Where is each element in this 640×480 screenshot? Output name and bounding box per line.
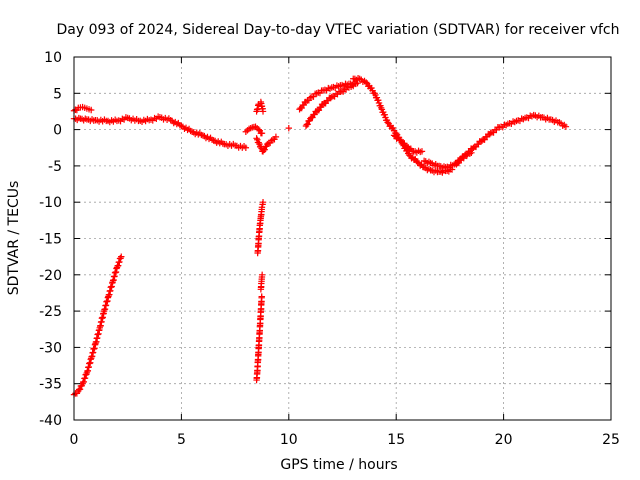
data-point [403,143,411,150]
y-tick-label: -15 [39,232,62,248]
data-point [259,108,267,115]
data-point-fill [114,262,122,269]
x-tick-label: 20 [495,432,513,448]
data-point [272,133,280,141]
x-tick-label: 5 [177,432,186,448]
series-main-track [70,113,250,151]
y-tick-label: -10 [39,195,62,211]
series-vertical-track-3 [257,271,266,293]
data-point [264,140,271,148]
data-point-fill [116,258,123,266]
y-tick-label: -5 [48,159,62,175]
y-tick-label: -40 [39,413,62,429]
series-gap-track-b [253,133,280,155]
data-point [390,132,398,139]
series-small-isolated [285,124,292,132]
data-point [255,139,262,146]
data-point-fill [458,156,465,163]
series-recovery-track-b [453,111,570,168]
series-spike-track [253,98,267,115]
data-point-fill [76,386,84,393]
data-point [255,126,262,133]
data-point [252,123,259,130]
data-point [253,135,260,142]
data-point [268,137,275,144]
data-point [384,119,391,126]
series-rising-track-b [302,82,357,130]
data-point [259,199,267,206]
data-point [405,151,413,159]
x-axis-label: GPS time / hours [280,457,397,473]
x-tick-label: 0 [70,432,79,448]
data-point-fill [81,374,89,382]
data-point-fill [455,159,462,167]
y-tick-label: -25 [39,304,62,320]
series-vertical-track-2 [253,293,265,384]
data-point-fill [425,165,433,173]
data-point-fill [310,93,317,100]
y-tick-label: -30 [39,340,62,356]
data-point [118,253,125,260]
data-point [258,271,266,278]
series-upper-short-track [70,103,95,114]
data-point [362,79,370,86]
data-point [397,137,404,144]
data-point [258,204,266,211]
data-point [87,106,95,114]
data-point [487,130,494,137]
x-tick-label: 10 [280,432,298,448]
data-point [258,130,266,137]
y-tick-label: 5 [53,86,62,102]
data-point [418,148,426,155]
data-point [562,123,570,130]
y-axis-label: SDTVAR / TECUs [6,181,22,296]
series-descending-track [350,74,456,176]
y-tick-label: 0 [53,123,62,139]
series-second-descending-track [390,132,426,156]
data-point-fill [261,146,268,153]
data-point [258,293,265,300]
data-point-fill [304,121,311,128]
data-point-fill [80,378,88,385]
chart-title: Day 093 of 2024, Sidereal Day-to-day VTE… [56,22,619,38]
y-tick-label: -35 [39,377,62,393]
y-tick-label: 10 [44,50,62,66]
x-tick-label: 25 [602,432,620,448]
series-low-rising-track [70,253,125,398]
x-tick-label: 15 [387,432,405,448]
data-point [285,124,292,132]
axis-ticks: 0 5 10 15 20 25 10 5 0 -5 -10 -15 -20 -25 -30 -35 -40 [39,50,620,448]
series-vertical-track-1 [254,199,267,257]
y-tick-label: -20 [39,268,62,284]
data-marks [70,74,570,398]
data-point [242,144,250,151]
data-point [414,159,421,166]
series-midnight-gap-track-a [242,123,266,137]
data-point-fill [381,111,388,118]
data-point-fill [375,96,382,104]
grid [74,57,611,420]
data-point [242,128,250,135]
data-point [350,82,357,90]
